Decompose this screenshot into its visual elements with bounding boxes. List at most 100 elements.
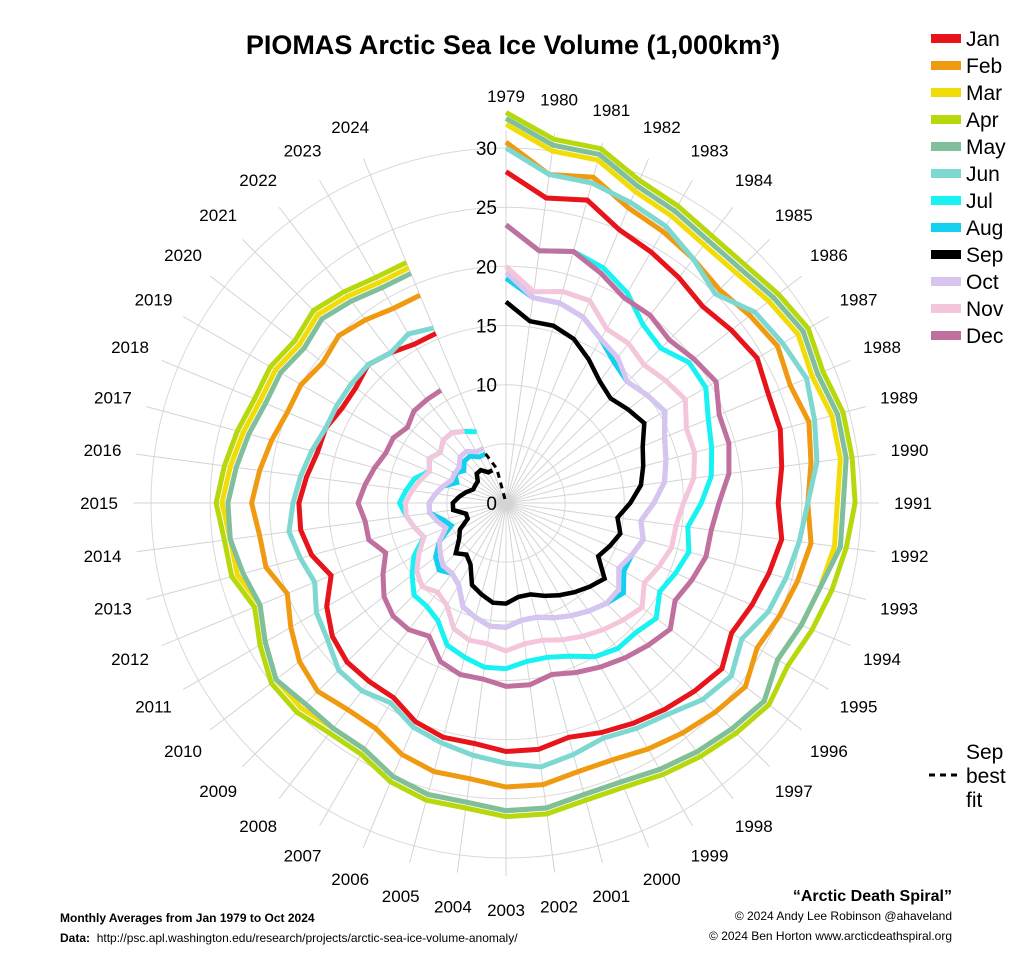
grid-spoke [505, 502, 867, 600]
radial-tick-label: 25 [476, 198, 497, 219]
year-label: 1984 [735, 171, 773, 190]
grid-spoke [145, 502, 507, 600]
year-label: 2019 [135, 291, 173, 310]
series-line-nov [402, 264, 698, 654]
grid-spoke [145, 406, 507, 504]
year-label: 2010 [164, 742, 202, 761]
legend-label-mar: Mar [966, 82, 1002, 105]
year-label: 2015 [80, 494, 118, 513]
legend-swatch-aug [931, 223, 961, 232]
grid-spoke [505, 133, 556, 504]
series-line-feb [249, 140, 814, 790]
grid-spoke [278, 502, 507, 800]
legend-label-jun: Jun [966, 163, 1000, 186]
grid-spoke [505, 502, 876, 553]
legend-label-best-fit: fit [966, 789, 983, 812]
legend-label-dec: Dec [966, 325, 1003, 348]
grid-spoke [505, 502, 650, 848]
grid-spoke [319, 502, 507, 827]
legend-swatch-jun [931, 169, 961, 178]
year-label: 2007 [284, 847, 322, 866]
footer-heading: “Arctic Death Spiral” [792, 888, 952, 905]
year-label: 1997 [775, 782, 813, 801]
series-line-oct [426, 270, 669, 630]
year-label: 1980 [540, 91, 578, 110]
year-label: 2017 [94, 389, 132, 408]
grid-spoke [505, 406, 867, 504]
grid-spoke [242, 502, 507, 767]
polar-grid [133, 130, 879, 876]
legend-label-feb: Feb [966, 55, 1002, 78]
year-label: 2024 [331, 118, 369, 137]
series-line-apr [213, 110, 858, 820]
radial-tick-label: 10 [476, 376, 497, 397]
grid-spoke [505, 502, 803, 731]
legend-label-best-fit: best [966, 765, 1006, 788]
radial-tick-label: 30 [476, 139, 497, 160]
grid-spoke [505, 359, 851, 504]
year-label: 1987 [840, 291, 878, 310]
year-label: 1979 [487, 87, 525, 106]
year-label: 2016 [84, 441, 122, 460]
grid-spoke [505, 502, 830, 690]
series-line-sep [450, 300, 647, 606]
grid-spoke [505, 316, 830, 504]
grid-spoke [362, 158, 507, 504]
grid-spoke [161, 359, 507, 504]
footer-right: “Arctic Death Spiral” © 2024 Andy Lee Ro… [709, 888, 952, 949]
year-label: 2002 [540, 898, 578, 917]
legend-label-jul: Jul [966, 190, 993, 213]
chart-title: PIOMAS Arctic Sea Ice Volume (1,000km³) [246, 30, 780, 60]
footer-credit-2: © 2024 Ben Horton www.arcticdeathspiral.… [709, 929, 952, 943]
grid-spoke [505, 206, 734, 504]
radial-tick-label: 0 [486, 494, 497, 515]
year-label: 1983 [691, 142, 729, 161]
year-label: 1992 [891, 547, 929, 566]
grid-spoke [505, 502, 770, 767]
year-label: 1993 [880, 599, 918, 618]
year-label: 1988 [863, 338, 901, 357]
legend-swatch-feb [931, 61, 961, 70]
grid-spoke [505, 502, 603, 864]
year-label: 2013 [94, 599, 132, 618]
grid-spoke [409, 502, 507, 864]
year-label: 1982 [643, 118, 681, 137]
legend-swatch-may [931, 142, 961, 151]
year-label: 2022 [239, 171, 277, 190]
radial-tick-label: 15 [476, 317, 497, 338]
year-label: 2023 [284, 142, 322, 161]
series-line-jan [296, 169, 785, 755]
series-layer [213, 110, 858, 820]
grid-spoke [136, 453, 507, 504]
series-line-mar [219, 122, 843, 814]
year-label: 1995 [840, 698, 878, 717]
legend-label-nov: Nov [966, 298, 1004, 321]
legend-label-apr: Apr [966, 109, 999, 132]
legend-swatch-jul [931, 196, 961, 205]
grid-spoke [505, 275, 803, 504]
series-line-jul [396, 222, 715, 672]
grid-spoke [505, 502, 556, 873]
legend-swatch-jan [931, 34, 961, 43]
footer-credit-1: © 2024 Andy Lee Robinson @ahaveland [734, 909, 952, 923]
year-label: 2009 [199, 782, 237, 801]
year-label: 2021 [199, 206, 237, 225]
legend-label-jan: Jan [966, 28, 1000, 51]
legend-swatch-mar [931, 88, 961, 97]
year-label: 2001 [592, 887, 630, 906]
year-label: 2006 [331, 870, 369, 889]
year-label: 1998 [735, 817, 773, 836]
grid-spoke [505, 142, 603, 504]
series-line-dec [355, 222, 732, 689]
year-label: 1986 [810, 246, 848, 265]
year-label: 2014 [84, 547, 122, 566]
year-label: 2011 [135, 698, 172, 717]
grid-spoke [505, 453, 876, 504]
legend-label-aug: Aug [966, 217, 1003, 240]
footer-data-url[interactable]: http://psc.apl.washington.edu/research/p… [96, 931, 518, 945]
year-label: 1985 [775, 206, 813, 225]
year-label: 2018 [111, 338, 149, 357]
footer-data-label: Data: [60, 931, 91, 945]
grid-spoke [319, 179, 507, 504]
